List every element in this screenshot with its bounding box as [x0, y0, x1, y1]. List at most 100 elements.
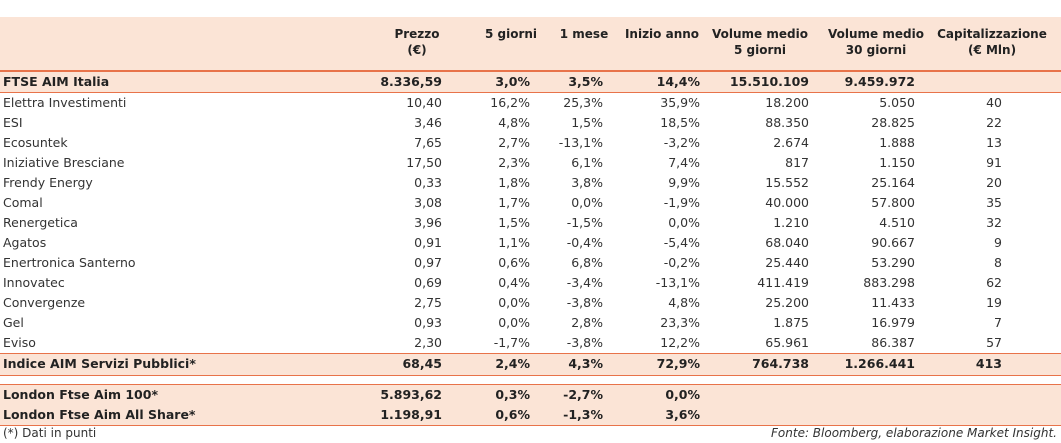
summary-anno: 72,9%: [656, 356, 700, 371]
london-all-anno: 3,6%: [665, 407, 700, 422]
cell-anno: 9,9%: [668, 175, 700, 190]
cell-g5: 2,3%: [498, 155, 530, 170]
cell-cap: 32: [986, 215, 1002, 230]
cell-g5: -1,7%: [493, 335, 530, 350]
table-row: Elettra Investimenti 10,40 16,2% 25,3% 35,9%…: [0, 93, 1061, 113]
table-row: Agatos 0,91 1,1% -0,4% -5,4% 68.040 90.667 9: [0, 233, 1061, 253]
row-name: Eviso: [3, 335, 36, 350]
london-block: London Ftse Aim 100* 5.893,62 0,3% -2,7%…: [0, 384, 1061, 426]
cell-anno: -3,2%: [663, 135, 700, 150]
cell-cap: 62: [986, 275, 1002, 290]
table-row: Innovatec 0,69 0,4% -3,4% -13,1% 411.419 883.2…: [0, 273, 1061, 293]
header-volume-30-line1: Volume medio: [828, 27, 924, 41]
cell-vm5: 68.040: [765, 235, 809, 250]
cell-vm30: 11.433: [871, 295, 915, 310]
index-vm5: 15.510.109: [729, 74, 809, 89]
cell-prezzo: 0,93: [414, 315, 442, 330]
header-5-giorni-label: 5 giorni: [484, 27, 538, 41]
header-prezzo: Prezzo (€): [392, 26, 442, 58]
london-row-all: London Ftse Aim All Share* 1.198,91 0,6%…: [0, 405, 1061, 425]
cell-vm5: 40.000: [765, 195, 809, 210]
cell-prezzo: 3,08: [414, 195, 442, 210]
summary-vm30: 1.266.441: [844, 356, 915, 371]
cell-m1: 6,1%: [571, 155, 603, 170]
cell-prezzo: 0,91: [414, 235, 442, 250]
london-row-100: London Ftse Aim 100* 5.893,62 0,3% -2,7%…: [0, 385, 1061, 405]
cell-m1: 2,8%: [571, 315, 603, 330]
cell-anno: 4,8%: [668, 295, 700, 310]
cell-vm5: 1.210: [773, 215, 809, 230]
summary-prezzo: 68,45: [402, 356, 442, 371]
cell-g5: 16,2%: [490, 95, 530, 110]
header-capitalizzazione: Capitalizzazione (€ Mln): [936, 26, 1048, 58]
index-row: FTSE AIM Italia 8.336,59 3,0% 3,5% 14,4%…: [0, 72, 1061, 93]
header-volume-5-line1: Volume medio: [712, 27, 808, 41]
stock-table: Prezzo (€) 5 giorni 1 mese Inizio anno V…: [0, 17, 1061, 426]
table-row: Eviso 2,30 -1,7% -3,8% 12,2% 65.961 86.387 57: [0, 333, 1061, 353]
header-volume-5: Volume medio 5 giorni: [706, 26, 814, 58]
cell-cap: 19: [986, 295, 1002, 310]
cell-m1: -3,8%: [566, 295, 603, 310]
header-volume-5-line2: 5 giorni: [733, 43, 787, 57]
cell-prezzo: 0,33: [414, 175, 442, 190]
cell-vm5: 15.552: [765, 175, 809, 190]
row-name: Ecosuntek: [3, 135, 68, 150]
cell-vm5: 25.440: [765, 255, 809, 270]
index-name: FTSE AIM Italia: [3, 74, 110, 89]
cell-anno: 18,5%: [660, 115, 700, 130]
cell-anno: 35,9%: [660, 95, 700, 110]
cell-vm30: 1.888: [879, 135, 915, 150]
cell-m1: -3,4%: [566, 275, 603, 290]
london-100-1m: -2,7%: [563, 387, 603, 402]
footer: (*) Dati in punti Fonte: Bloomberg, elab…: [0, 424, 1061, 443]
london-all-1m: -1,3%: [563, 407, 603, 422]
index-anno: 14,4%: [656, 74, 700, 89]
cell-prezzo: 3,96: [414, 215, 442, 230]
row-name: Innovatec: [3, 275, 65, 290]
footer-note: (*) Dati in punti: [3, 426, 97, 440]
header-cap-line1: Capitalizzazione: [937, 27, 1047, 41]
cell-cap: 8: [994, 255, 1002, 270]
cell-anno: -5,4%: [663, 235, 700, 250]
row-name: Iniziative Bresciane: [3, 155, 125, 170]
cell-m1: 3,8%: [571, 175, 603, 190]
cell-vm5: 65.961: [765, 335, 809, 350]
cell-prezzo: 0,97: [414, 255, 442, 270]
cell-vm30: 25.164: [871, 175, 915, 190]
table-row: Gel 0,93 0,0% 2,8% 23,3% 1.875 16.979 7: [0, 313, 1061, 333]
london-all-5g: 0,6%: [495, 407, 530, 422]
table-row: Iniziative Bresciane 17,50 2,3% 6,1% 7,4% 817…: [0, 153, 1061, 173]
cell-prezzo: 17,50: [406, 155, 442, 170]
london-all-prezzo: 1.198,91: [380, 407, 442, 422]
cell-vm5: 411.419: [757, 275, 809, 290]
cell-cap: 35: [986, 195, 1002, 210]
header-inizio-anno-label: Inizio anno: [624, 27, 700, 41]
table-row: ESI 3,46 4,8% 1,5% 18,5% 88.350 28.825 22: [0, 113, 1061, 133]
cell-m1: 25,3%: [563, 95, 603, 110]
cell-g5: 0,0%: [498, 295, 530, 310]
cell-m1: 0,0%: [571, 195, 603, 210]
cell-cap: 13: [986, 135, 1002, 150]
header-volume-30-line2: 30 giorni: [845, 43, 907, 57]
spacer: [0, 376, 1061, 384]
london-100-name: London Ftse Aim 100*: [3, 387, 158, 402]
summary-5g: 2,4%: [495, 356, 530, 371]
header-1-mese-label: 1 mese: [559, 27, 609, 41]
cell-vm30: 53.290: [871, 255, 915, 270]
cell-vm5: 2.674: [773, 135, 809, 150]
cell-g5: 2,7%: [498, 135, 530, 150]
cell-g5: 4,8%: [498, 115, 530, 130]
footer-source: Fonte: Bloomberg, elaborazione Market In…: [771, 426, 1057, 440]
cell-vm5: 25.200: [765, 295, 809, 310]
row-name: Convergenze: [3, 295, 86, 310]
cell-prezzo: 2,30: [414, 335, 442, 350]
cell-cap: 91: [986, 155, 1002, 170]
row-name: Comal: [3, 195, 43, 210]
table-row: Renergetica 3,96 1,5% -1,5% 0,0% 1.210 4.510 32: [0, 213, 1061, 233]
table-row: Enertronica Santerno 0,97 0,6% 6,8% -0,2% 25.…: [0, 253, 1061, 273]
cell-g5: 1,7%: [498, 195, 530, 210]
cell-m1: 6,8%: [571, 255, 603, 270]
summary-row: Indice AIM Servizi Pubblici* 68,45 2,4% …: [0, 353, 1061, 376]
cell-cap: 9: [994, 235, 1002, 250]
cell-m1: -13,1%: [558, 135, 603, 150]
